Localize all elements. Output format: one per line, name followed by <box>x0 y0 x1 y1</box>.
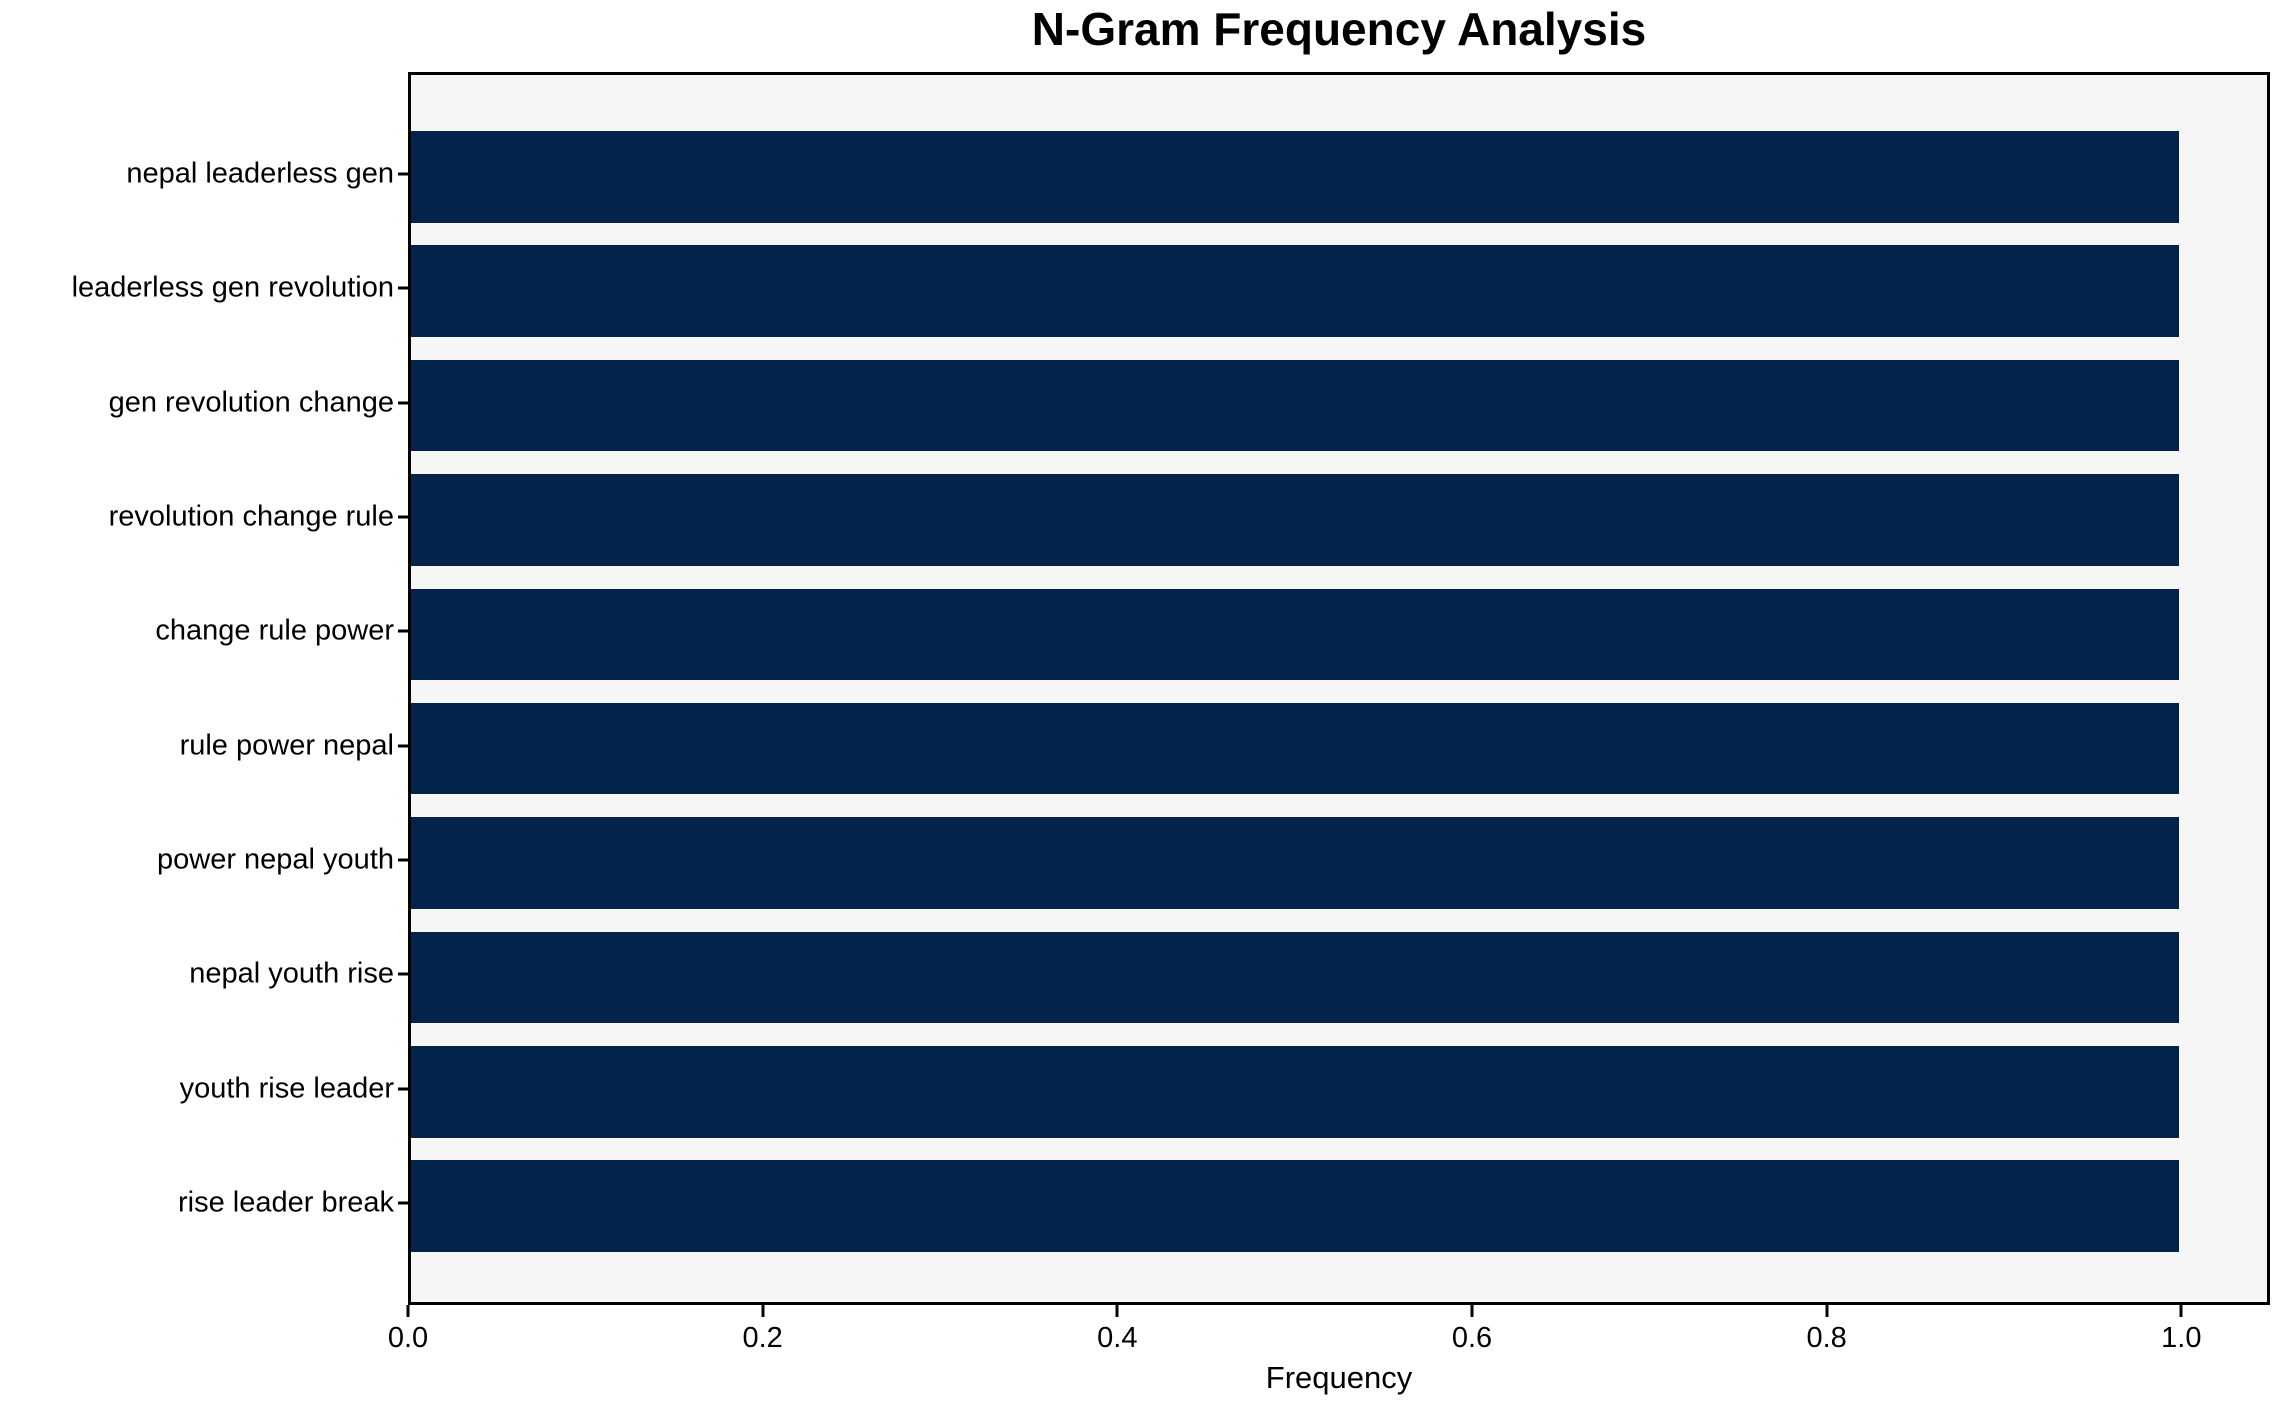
bar <box>411 131 2179 223</box>
x-tick-mark <box>761 1305 765 1317</box>
y-tick-mark <box>398 401 408 405</box>
bar <box>411 702 2179 795</box>
chart-title: N-Gram Frequency Analysis <box>1031 3 1647 55</box>
y-tick-label: youth rise leader <box>179 1072 394 1105</box>
y-tick-label: nepal leaderless gen <box>126 157 394 190</box>
y-tick-label: leaderless gen revolution <box>71 271 394 304</box>
y-tick-mark <box>398 744 408 748</box>
bar <box>411 474 2179 566</box>
x-tick-label: 0.2 <box>742 1322 783 1354</box>
y-tick-label: revolution change rule <box>108 500 394 533</box>
y-tick-mark <box>398 172 408 176</box>
x-tick-mark <box>1115 1305 1119 1317</box>
y-tick-label: power nepal youth <box>157 843 394 876</box>
x-tick-label: 0.4 <box>1097 1322 1138 1354</box>
x-tick-mark <box>1825 1305 1829 1317</box>
bar <box>411 817 2179 909</box>
y-tick-mark <box>398 1201 408 1205</box>
x-tick-label: 0.6 <box>1451 1322 1493 1354</box>
x-tick-mark <box>2179 1305 2183 1317</box>
x-tick-mark <box>406 1305 410 1317</box>
x-tick-label: 1.0 <box>2161 1322 2202 1354</box>
x-tick-label: 0.0 <box>387 1322 429 1354</box>
y-tick-mark <box>398 1087 408 1091</box>
x-tick-label: 0.8 <box>1806 1322 1847 1354</box>
bar <box>411 1160 2179 1252</box>
y-tick-label: rule power nepal <box>179 729 394 762</box>
bar <box>411 359 2179 452</box>
bar <box>411 931 2179 1024</box>
y-tick-mark <box>398 972 408 976</box>
bar <box>411 245 2179 337</box>
y-tick-mark <box>398 286 408 290</box>
y-tick-label: change rule power <box>155 614 394 647</box>
y-tick-label: nepal youth rise <box>189 957 394 990</box>
x-tick-mark <box>1470 1305 1474 1317</box>
y-tick-mark <box>398 515 408 519</box>
plot-area <box>408 72 2270 1305</box>
y-tick-mark <box>398 629 408 633</box>
y-tick-label: gen revolution change <box>108 386 394 419</box>
x-axis-label: Frequency <box>1265 1360 1413 1395</box>
bar <box>411 588 2179 681</box>
bar <box>411 1046 2179 1138</box>
y-tick-label: rise leader break <box>178 1186 394 1219</box>
y-tick-mark <box>398 858 408 862</box>
